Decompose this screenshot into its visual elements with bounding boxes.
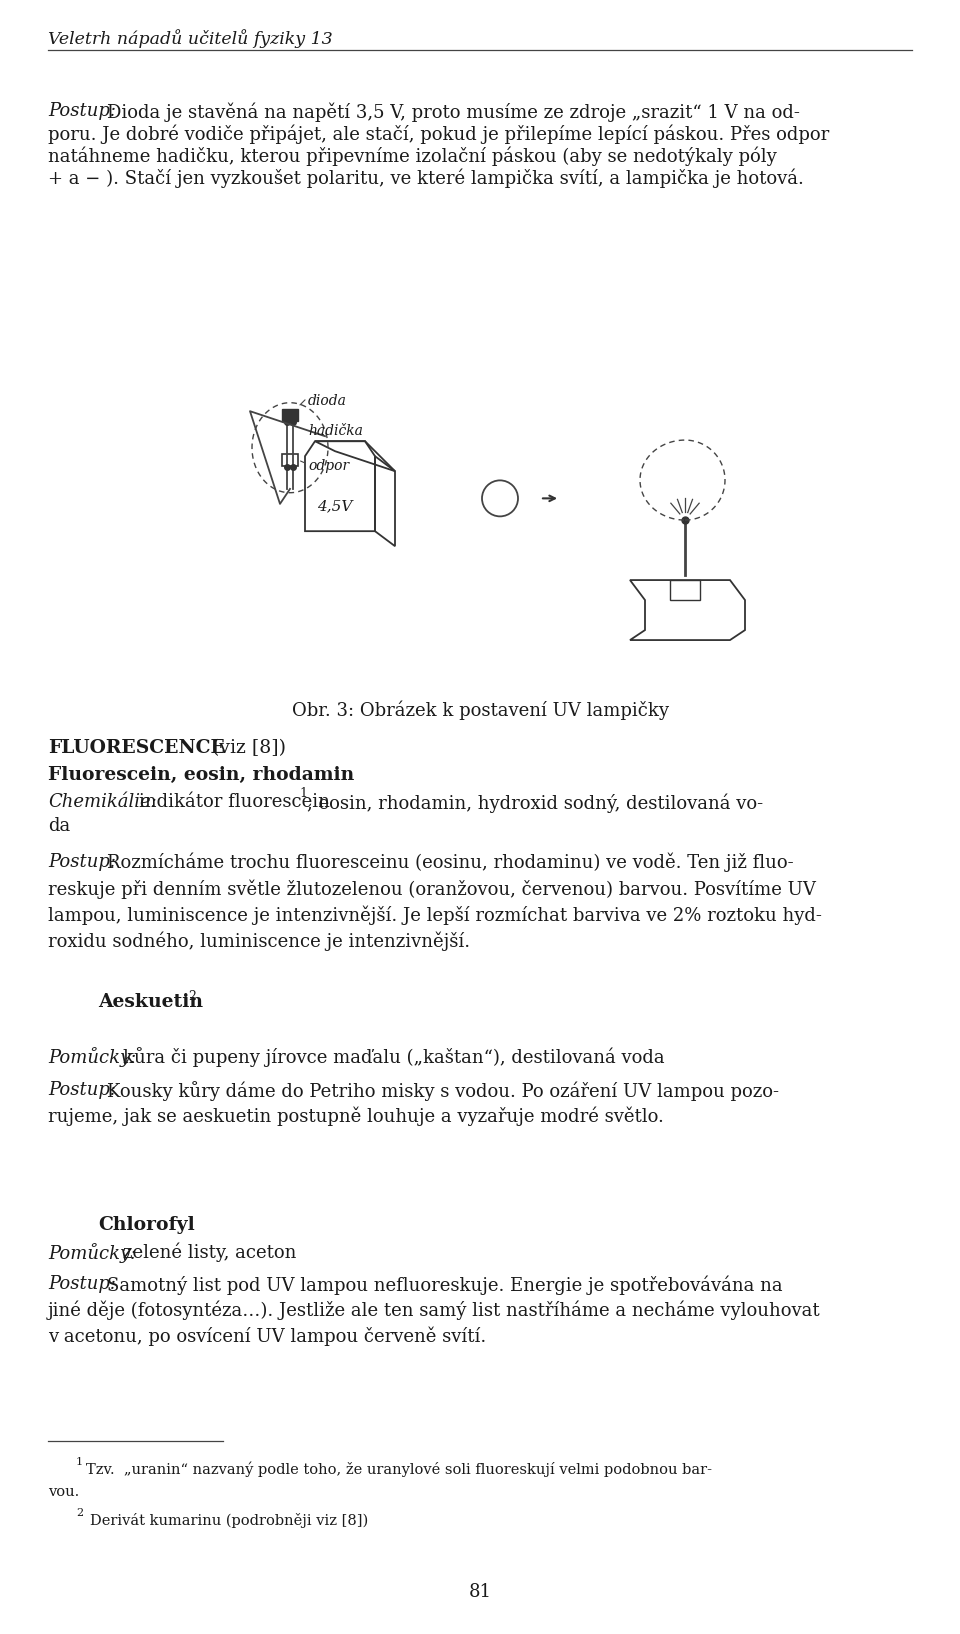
Text: FLUORESCENCE: FLUORESCENCE <box>48 739 225 757</box>
Text: Obr. 3: Obrázek k postavení UV lampičky: Obr. 3: Obrázek k postavení UV lampičky <box>292 701 668 719</box>
Text: kůra či pupeny jírovce maďalu („kaštan“), destilovaná voda: kůra či pupeny jírovce maďalu („kaštan“)… <box>123 1047 664 1067</box>
Text: Postup:: Postup: <box>48 1276 116 1294</box>
Text: da: da <box>48 817 70 835</box>
Text: indikátor fluorescein: indikátor fluorescein <box>139 794 330 812</box>
Text: Veletrh nápadů učitelů fyziky 13: Veletrh nápadů učitelů fyziky 13 <box>48 29 332 49</box>
Text: Postup:: Postup: <box>48 853 116 871</box>
Text: Postup:: Postup: <box>48 103 116 121</box>
Text: Samotný list pod UV lampou nefluoreskuje. Energie je spotřebovávána na: Samotný list pod UV lampou nefluoreskuje… <box>107 1276 782 1294</box>
Text: Kousky kůry dáme do Petriho misky s vodou. Po ozáření UV lampou pozo-: Kousky kůry dáme do Petriho misky s vodo… <box>107 1082 779 1101</box>
Text: 4,5V: 4,5V <box>318 498 352 513</box>
Text: natáhneme hadičku, kterou připevníme izolační páskou (aby se nedotýkaly póly: natáhneme hadičku, kterou připevníme izo… <box>48 145 777 165</box>
Text: roxidu sodného, luminiscence je intenzivnější.: roxidu sodného, luminiscence je intenziv… <box>48 931 470 951</box>
Text: odpor: odpor <box>308 459 349 472</box>
Text: Rozmícháme trochu fluoresceinu (eosinu, rhodaminu) ve vodě. Ten již fluo-: Rozmícháme trochu fluoresceinu (eosinu, … <box>107 853 794 873</box>
Text: Postup:: Postup: <box>48 1082 116 1100</box>
Text: jiné děje (fotosyntéza…). Jestliže ale ten samý list nastříháme a necháme vylouh: jiné děje (fotosyntéza…). Jestliže ale t… <box>48 1301 821 1320</box>
Text: reskuje při denním světle žlutozelenou (oranžovou, červenou) barvou. Posvítíme U: reskuje při denním světle žlutozelenou (… <box>48 879 816 899</box>
Text: 2: 2 <box>188 990 196 1003</box>
Text: Derivát kumarinu (podrobněji viz [8]): Derivát kumarinu (podrobněji viz [8]) <box>90 1513 369 1528</box>
Text: lampou, luminiscence je intenzivnější. Je lepší rozmíchat barviva ve 2% roztoku : lampou, luminiscence je intenzivnější. J… <box>48 905 822 925</box>
Bar <box>670 580 700 600</box>
Text: Chemikálie:: Chemikálie: <box>48 794 156 812</box>
Text: v acetonu, po osvícení UV lampou červeně svítí.: v acetonu, po osvícení UV lampou červeně… <box>48 1327 487 1346</box>
Text: zelené listy, aceton: zelené listy, aceton <box>123 1243 297 1261</box>
Text: Fluorescein, eosin, rhodamin: Fluorescein, eosin, rhodamin <box>48 766 354 784</box>
Text: 81: 81 <box>468 1583 492 1601</box>
Text: rujeme, jak se aeskuetin postupně louhuje a vyzařuje modré světlo.: rujeme, jak se aeskuetin postupně louhuj… <box>48 1106 664 1126</box>
Bar <box>282 454 298 466</box>
Text: Tzv.  „uranin“ nazvaný podle toho, že uranylové soli fluoreskují velmi podobnou : Tzv. „uranin“ nazvaný podle toho, že ura… <box>86 1462 712 1477</box>
Text: dioda: dioda <box>308 394 347 408</box>
Text: hadička: hadička <box>308 423 363 438</box>
Bar <box>282 408 298 422</box>
Text: 1: 1 <box>299 788 307 801</box>
Text: (viz [8]): (viz [8]) <box>206 739 286 757</box>
Text: vou.: vou. <box>48 1485 80 1500</box>
Text: poru. Je dobré vodiče připájet, ale stačí, pokud je přilepíme lepící páskou. Pře: poru. Je dobré vodiče připájet, ale stač… <box>48 124 829 144</box>
Text: + a − ). Stačí jen vyzkoušet polaritu, ve které lampička svítí, a lampička je ho: + a − ). Stačí jen vyzkoušet polaritu, v… <box>48 168 804 188</box>
Text: Pomůcky:: Pomůcky: <box>48 1243 136 1263</box>
Text: 2: 2 <box>76 1508 84 1518</box>
Text: Aeskuetin: Aeskuetin <box>98 993 203 1011</box>
Text: , eosin, rhodamin, hydroxid sodný, destilovaná vo-: , eosin, rhodamin, hydroxid sodný, desti… <box>307 794 763 812</box>
Text: 1: 1 <box>76 1456 84 1467</box>
Text: Chlorofyl: Chlorofyl <box>98 1216 195 1234</box>
Text: Pomůcky:: Pomůcky: <box>48 1047 136 1067</box>
Text: Dioda je stavěná na napětí 3,5 V, proto musíme ze zdroje „srazit“ 1 V na od-: Dioda je stavěná na napětí 3,5 V, proto … <box>107 103 800 121</box>
